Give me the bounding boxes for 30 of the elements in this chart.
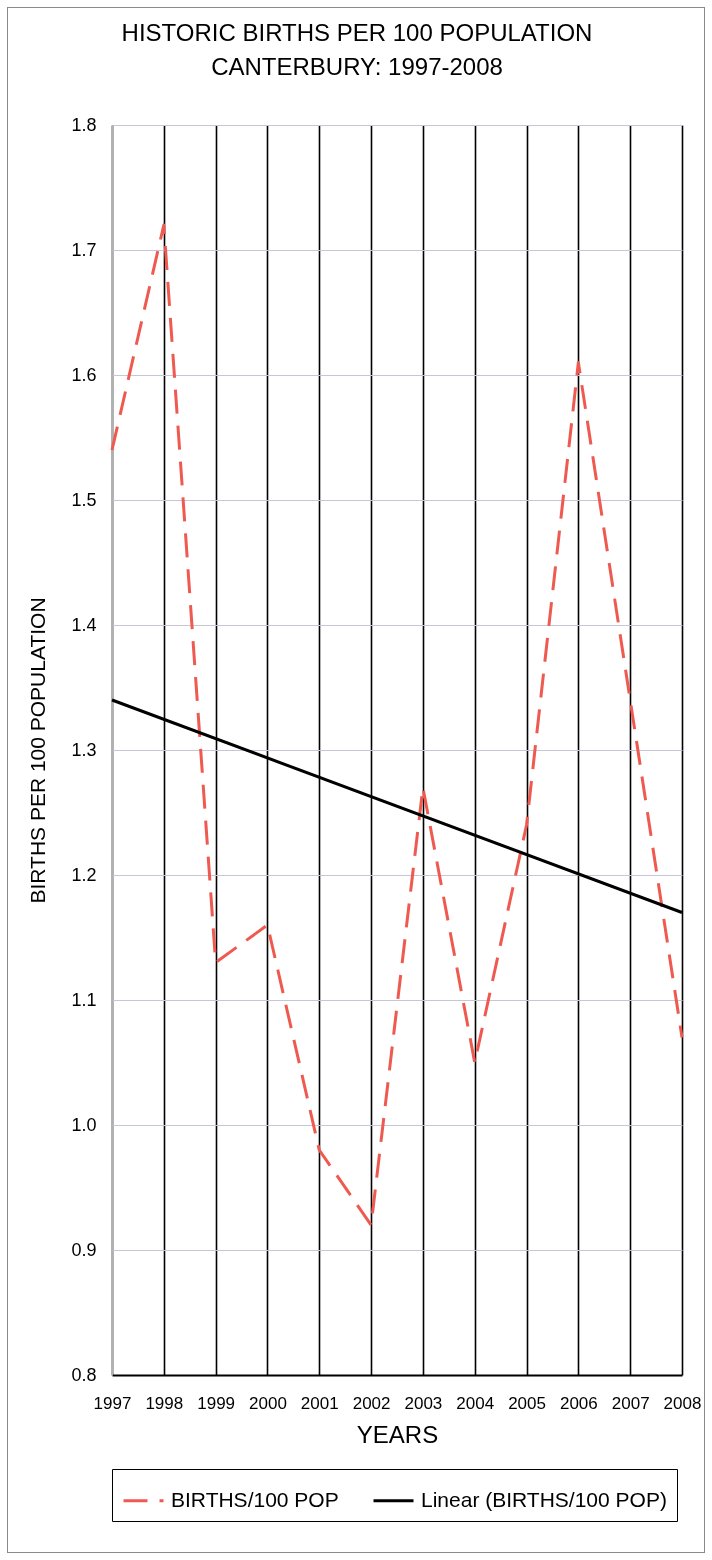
chart-title: HISTORIC BIRTHS PER 100 POPULATION — [121, 19, 593, 46]
y-tick-label: 1.2 — [71, 864, 97, 885]
x-tick-label: 2006 — [559, 1393, 598, 1413]
y-tick-label: 1.4 — [71, 614, 97, 635]
y-tick-label: 0.8 — [71, 1364, 97, 1385]
x-tick-label: 2007 — [611, 1393, 650, 1413]
x-tick-label: 2002 — [352, 1393, 391, 1413]
x-tick-label: 2000 — [249, 1393, 287, 1413]
y-axis-title: BIRTHS PER 100 POPULATION — [26, 597, 50, 904]
y-tick-label: 1.5 — [71, 489, 97, 510]
x-tick-label: 1999 — [197, 1393, 236, 1413]
legend-label: BIRTHS/100 POP — [171, 1487, 339, 1511]
y-tick-label: 1.1 — [71, 989, 97, 1010]
chart-subtitle: CANTERBURY: 1997-2008 — [211, 53, 503, 80]
x-axis-title: YEARS — [356, 1420, 439, 1448]
x-tick-label: 1998 — [145, 1393, 184, 1413]
x-tick-label: 2003 — [404, 1393, 443, 1413]
x-tick-label: 2008 — [663, 1393, 702, 1413]
y-tick-label: 1.8 — [71, 114, 97, 135]
x-tick-label: 1997 — [93, 1393, 132, 1413]
x-tick-label: 2004 — [456, 1393, 495, 1413]
y-tick-label: 1.0 — [71, 1114, 97, 1135]
line-series — [110, 223, 684, 1227]
y-tick-label: 1.6 — [71, 364, 97, 385]
x-tick-label: 2001 — [300, 1393, 339, 1413]
y-tick-label: 1.7 — [71, 239, 97, 260]
y-tick-label: 0.9 — [71, 1239, 97, 1260]
x-tick-label: 2005 — [508, 1393, 546, 1413]
y-tick-label: 1.3 — [71, 739, 97, 760]
legend-label: Linear (BIRTHS/100 POP) — [421, 1487, 667, 1511]
